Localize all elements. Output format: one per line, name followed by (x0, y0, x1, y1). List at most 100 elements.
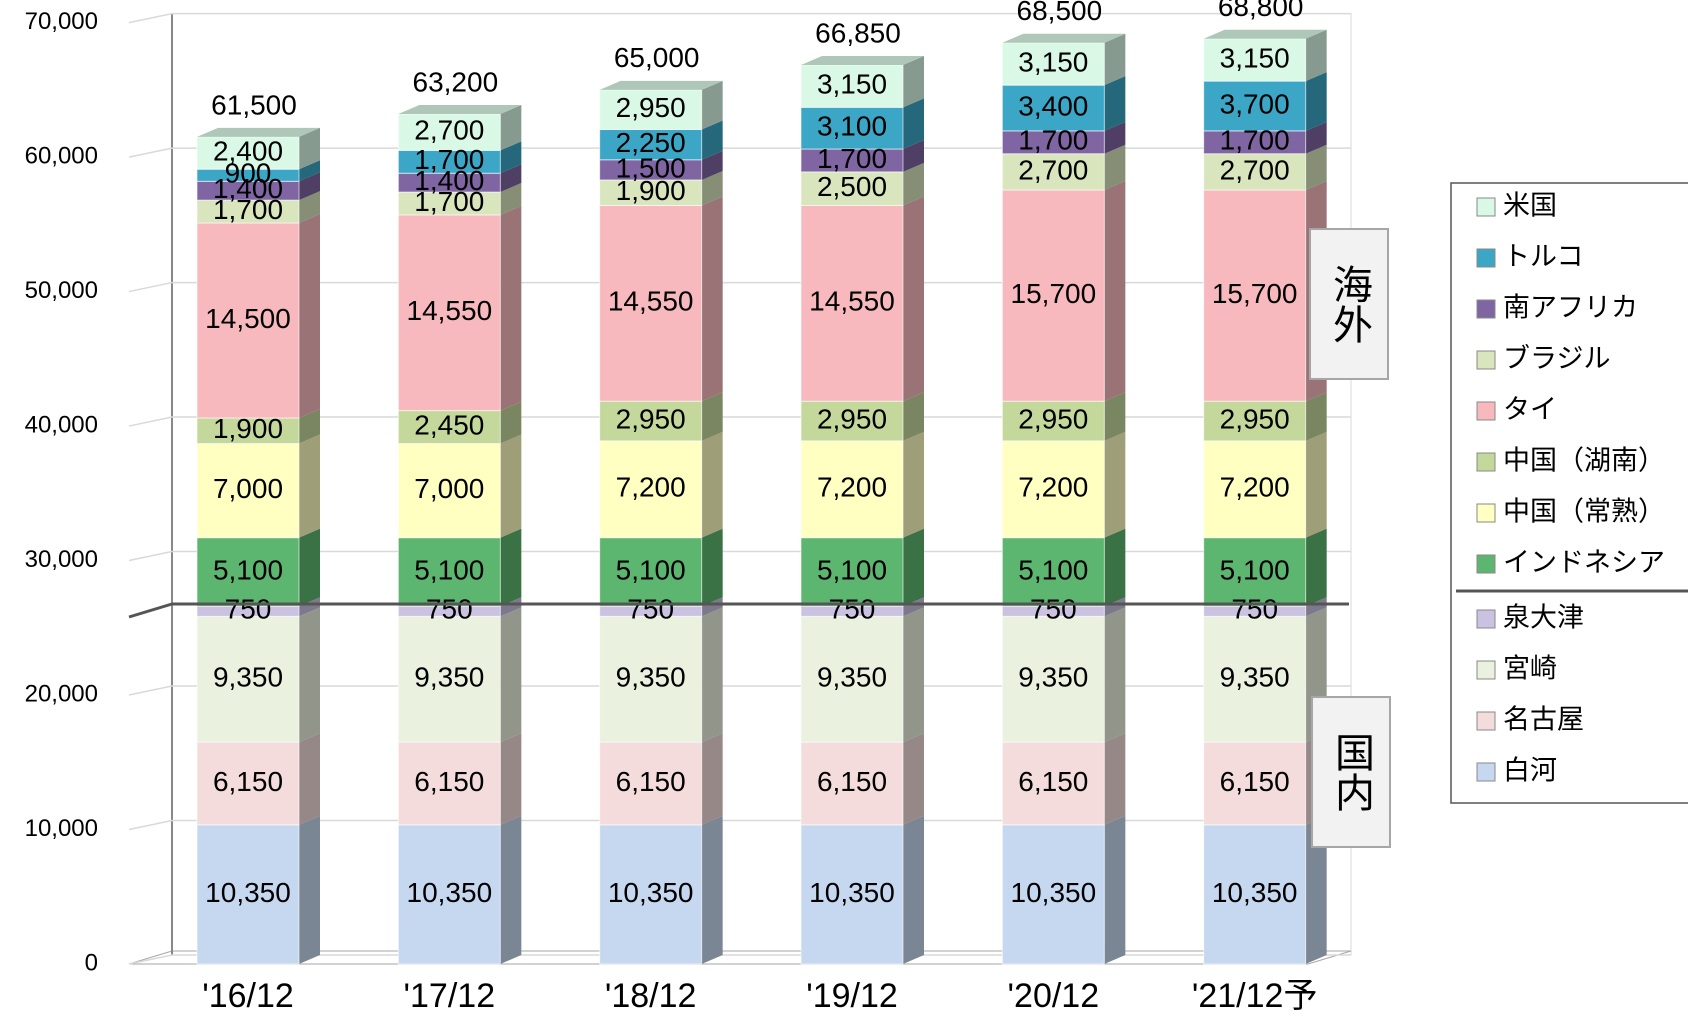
total-label: 66,850 (815, 17, 901, 48)
bar-side (903, 528, 925, 607)
y-tick-label: 0 (85, 949, 98, 976)
bar-segment (397, 824, 501, 965)
bar-side (701, 196, 723, 402)
y-tick-label: 10,000 (25, 815, 98, 842)
bar-side (1305, 392, 1327, 441)
legend-swatch (1476, 554, 1496, 574)
grid-line (128, 819, 1351, 831)
bar-side (701, 120, 723, 160)
bar-side (1305, 29, 1327, 82)
bar-side (299, 213, 320, 418)
bar-side (1305, 597, 1327, 617)
data-label: 1,700 (817, 143, 887, 174)
bar-segment (800, 64, 904, 108)
bar-segment (1203, 400, 1307, 442)
bar-top (599, 80, 723, 90)
legend-label: タイ (1503, 395, 1557, 426)
bar-segment (599, 89, 703, 131)
data-label: 750 (426, 594, 473, 625)
data-label: 750 (627, 594, 674, 625)
bar-segment (1203, 189, 1307, 402)
bar-side (500, 528, 522, 607)
y-tick-label: 30,000 (25, 546, 98, 573)
bar-top (801, 55, 925, 65)
bar-side (1104, 607, 1126, 743)
y-tick-label: 60,000 (25, 142, 98, 169)
total-label: 68,500 (1017, 0, 1103, 26)
data-label: 7,200 (1220, 472, 1290, 503)
grid-line (128, 12, 1351, 24)
data-label: 10,350 (407, 877, 493, 908)
data-label: 1,700 (414, 186, 484, 217)
bar-segment (1001, 537, 1105, 607)
bar-segment (800, 615, 904, 743)
bar-segment (800, 537, 904, 607)
grid-line (128, 416, 1351, 427)
bar-side (701, 528, 723, 607)
legend-swatch (1476, 762, 1496, 782)
bar-side (1104, 392, 1126, 441)
legend-swatch (1476, 660, 1496, 680)
bar-side (701, 733, 723, 825)
legend-swatch (1476, 401, 1496, 421)
bar-segment (1203, 824, 1307, 965)
data-label: 2,700 (414, 115, 484, 146)
bar-side (500, 164, 522, 193)
bar-segment (1001, 400, 1105, 442)
total-label: 61,500 (211, 89, 297, 120)
bar-segment (800, 400, 904, 442)
bar-top (1203, 29, 1327, 39)
bar-side (1305, 431, 1327, 538)
data-label: 1,900 (616, 175, 686, 206)
bar-segment (1203, 440, 1307, 539)
bar-side (903, 162, 925, 206)
bar-side (299, 191, 320, 223)
bar-segment (397, 615, 501, 743)
data-label: 7,200 (817, 472, 887, 503)
y-tick-label: 40,000 (25, 411, 98, 438)
bar-side (903, 98, 925, 150)
legend-label: 南アフリカ (1503, 293, 1638, 324)
legend-label: 中国（湖南） (1503, 446, 1665, 477)
data-label: 5,100 (817, 554, 887, 585)
data-label: 2,950 (616, 403, 686, 434)
bar-segment (196, 136, 300, 170)
bar-segment (196, 443, 300, 539)
legend-label: 白河 (1503, 756, 1557, 787)
bar-side (500, 401, 522, 444)
bar-side (500, 733, 522, 825)
bar-segment (800, 171, 904, 207)
legend-label: 中国（常熟） (1503, 497, 1665, 528)
bar-side (299, 127, 320, 170)
bar-side (299, 408, 320, 444)
bar-segment (1001, 189, 1105, 402)
bar-segment (397, 443, 501, 539)
legend-label: インドネシア (1503, 548, 1665, 579)
y-tick-label: 20,000 (25, 680, 98, 707)
data-label: 1,400 (213, 173, 283, 204)
bar-side (299, 815, 320, 964)
bar-side (903, 431, 925, 538)
bar-segment (599, 400, 703, 442)
data-label: 2,500 (817, 171, 887, 202)
bar-side (1104, 121, 1126, 154)
x-tick-label: '16/12 (202, 977, 294, 1015)
legend-box (1450, 182, 1688, 804)
bar-side (1305, 815, 1327, 964)
bar-segment (1203, 615, 1307, 743)
data-label: 15,700 (1212, 278, 1298, 309)
bar-side (701, 80, 723, 130)
x-tick-label: '19/12 (806, 977, 898, 1015)
data-label: 10,350 (809, 877, 895, 908)
bar-segment (800, 824, 904, 965)
data-label: 3,700 (1220, 88, 1290, 119)
bar-side (299, 607, 320, 743)
legend-swatch (1476, 503, 1496, 523)
bar-side (500, 815, 522, 964)
data-label: 750 (1231, 594, 1278, 625)
data-label: 7,200 (616, 472, 686, 503)
bar-segment (196, 824, 300, 965)
data-label: 1,700 (1220, 125, 1290, 156)
